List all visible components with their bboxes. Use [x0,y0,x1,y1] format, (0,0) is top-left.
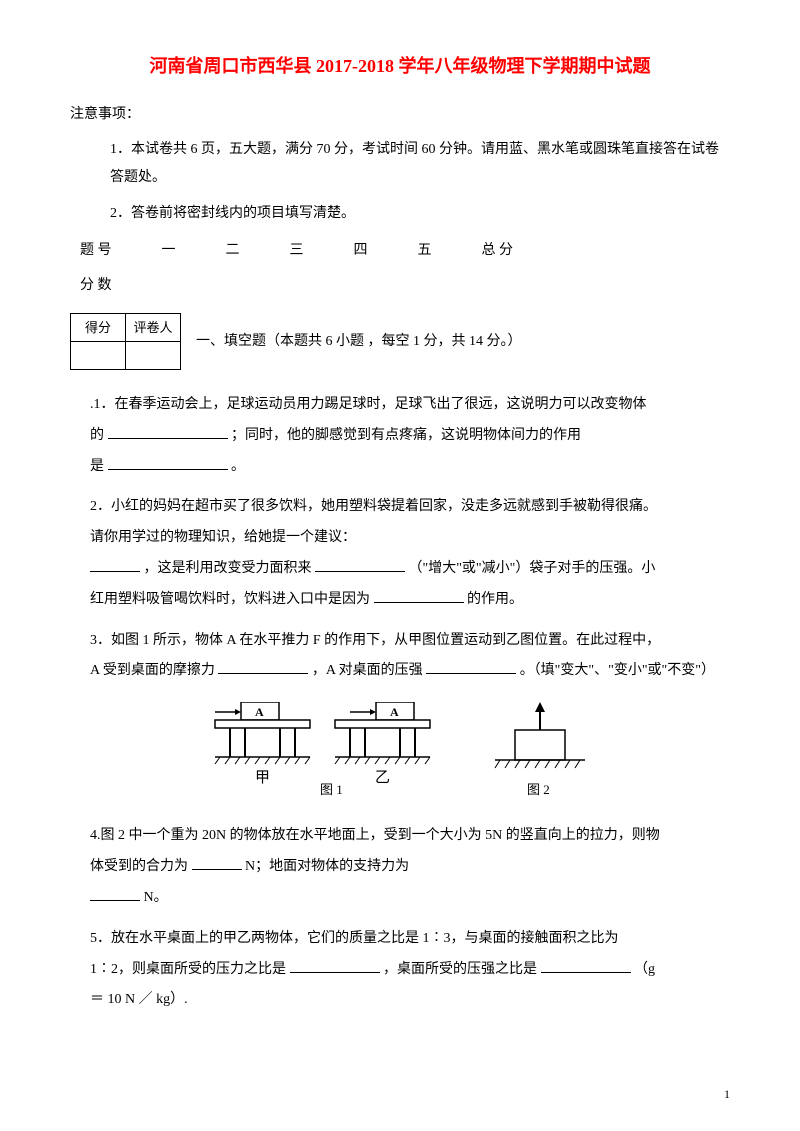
q4-text-b: 体受到的合力为 [90,859,188,874]
q4-text-a: 4.图 2 中一个重为 20N 的物体放在水平地面上，受到一个大小为 5N 的竖… [90,828,660,843]
score-col-5: 五 [418,238,432,263]
score-points-label: 分 数 [80,273,730,298]
q3-blank-1 [218,660,308,674]
page-number: 1 [724,1084,730,1106]
figure-1: F A 甲 [205,702,445,806]
section-1-header: 得分 评卷人 一、填空题（本题共 6 小题 ，每空 1 分，共 14 分。） [70,313,730,370]
figure-2-svg: 图 2 [485,702,595,797]
score-table-h1: 得分 [71,313,126,341]
score-col-total: 总 分 [482,238,514,263]
q5-text-d: （g [634,962,655,977]
q4-blank-1 [192,856,242,870]
score-col-3: 三 [290,238,304,263]
fig1-A-jia: A [255,705,264,719]
page-title: 河南省周口市西华县 2017-2018 学年八年级物理下学期期中试题 [70,50,730,82]
question-2: 2．小红的妈妈在超市买了很多饮料，她用塑料袋提着回家，没走多远就感到手被勒得很痛… [70,492,730,615]
q5-blank-2 [541,959,631,973]
score-col-2: 二 [226,238,240,263]
q5-text-e: ＝ 10 N ／ kg）. [90,992,188,1007]
fig1-jia-label: 甲 [255,770,270,786]
q2-text-a: 2．小红的妈妈在超市买了很多饮料，她用塑料袋提着回家，没走多远就感到手被勒得很痛… [90,499,657,514]
q1-blank-1 [108,425,228,439]
question-1: .1．在春季运动会上，足球运动员用力踢足球时，足球飞出了很远，这说明力可以改变物… [70,390,730,482]
q1-blank-2 [108,456,228,470]
question-5: 5．放在水平桌面上的甲乙两物体，它们的质量之比是 1∶3，与桌面的接触面积之比为… [70,924,730,1016]
figure-1-label: 图 1 [320,782,343,797]
q5-text-b: 1∶2，则桌面所受的压力之比是 [90,962,286,977]
q1-text-b: 的 [90,428,104,443]
q1-text-c: ；同时，他的脚感觉到有点疼痛，这说明物体间力的作用 [231,428,581,443]
q1-text-d: 是 [90,459,104,474]
q5-blank-1 [290,959,380,973]
q3-text-a: 3．如图 1 所示，物体 A 在水平推力 F 的作用下，从甲图位置运动到乙图位置… [90,633,660,648]
score-col-label: 题 号 [80,238,112,263]
notice-label: 注意事项： [70,102,730,127]
q5-text-a: 5．放在水平桌面上的甲乙两物体，它们的质量之比是 1∶3，与桌面的接触面积之比为 [90,931,619,946]
section-1-title: 一、填空题（本题共 6 小题 ，每空 1 分，共 14 分。） [196,329,522,354]
q3-text-c: ，A 对桌面的压强 [312,663,423,678]
q3-text-b: A 受到桌面的摩擦力 [90,663,215,678]
question-4: 4.图 2 中一个重为 20N 的物体放在水平地面上，受到一个大小为 5N 的竖… [70,821,730,913]
score-table-empty-1 [71,341,126,369]
score-header-row: 题 号 一 二 三 四 五 总 分 [80,238,730,263]
figure-2-label: 图 2 [527,782,550,797]
q2-blank-1 [90,558,140,572]
q2-text-c: ，这是利用改变受力面积来 [144,561,312,576]
q1-text-e: 。 [231,459,245,474]
q2-text-d: （"增大"或"减小"）袋子对手的压强。小 [409,561,656,576]
fig1-A-yi: A [390,705,399,719]
q1-text-a: .1．在春季运动会上，足球运动员用力踢足球时，足球飞出了很远，这说明力可以改变物… [90,397,647,412]
score-table-h2: 评卷人 [126,313,181,341]
q2-text-b: 请你用学过的物理知识，给她提一个建议： [90,530,356,545]
figure-2: 图 2 [485,702,595,806]
q4-blank-2 [90,887,140,901]
notice-item-2: 2．答卷前将密封线内的项目填写清楚。 [70,200,730,228]
fig1-yi-label: 乙 [375,770,390,786]
score-col-4: 四 [354,238,368,263]
q5-text-c: ，桌面所受的压强之比是 [383,962,537,977]
q4-text-d: N。 [144,890,168,905]
notice-item-1: 1．本试卷共 6 页，五大题，满分 70 分，考试时间 60 分钟。请用蓝、黑水… [70,136,730,192]
q2-text-f: 的作用。 [467,592,523,607]
q3-text-d: 。（填"变大"、"变小"或"不变"） [520,663,715,678]
q2-blank-3 [374,589,464,603]
q2-blank-2 [315,558,405,572]
q3-blank-2 [426,660,516,674]
q4-text-c: N；地面对物体的支持力为 [245,859,409,874]
score-mini-table: 得分 评卷人 [70,313,181,370]
score-col-1: 一 [162,238,176,263]
question-3: 3．如图 1 所示，物体 A 在水平推力 F 的作用下，从甲图位置运动到乙图位置… [70,626,730,688]
q2-text-e: 红用塑料吸管喝饮料时，饮料进入口中是因为 [90,592,370,607]
score-table-empty-2 [126,341,181,369]
figure-area: F A 甲 [70,702,730,806]
figure-1-svg: F A 甲 [205,702,445,797]
